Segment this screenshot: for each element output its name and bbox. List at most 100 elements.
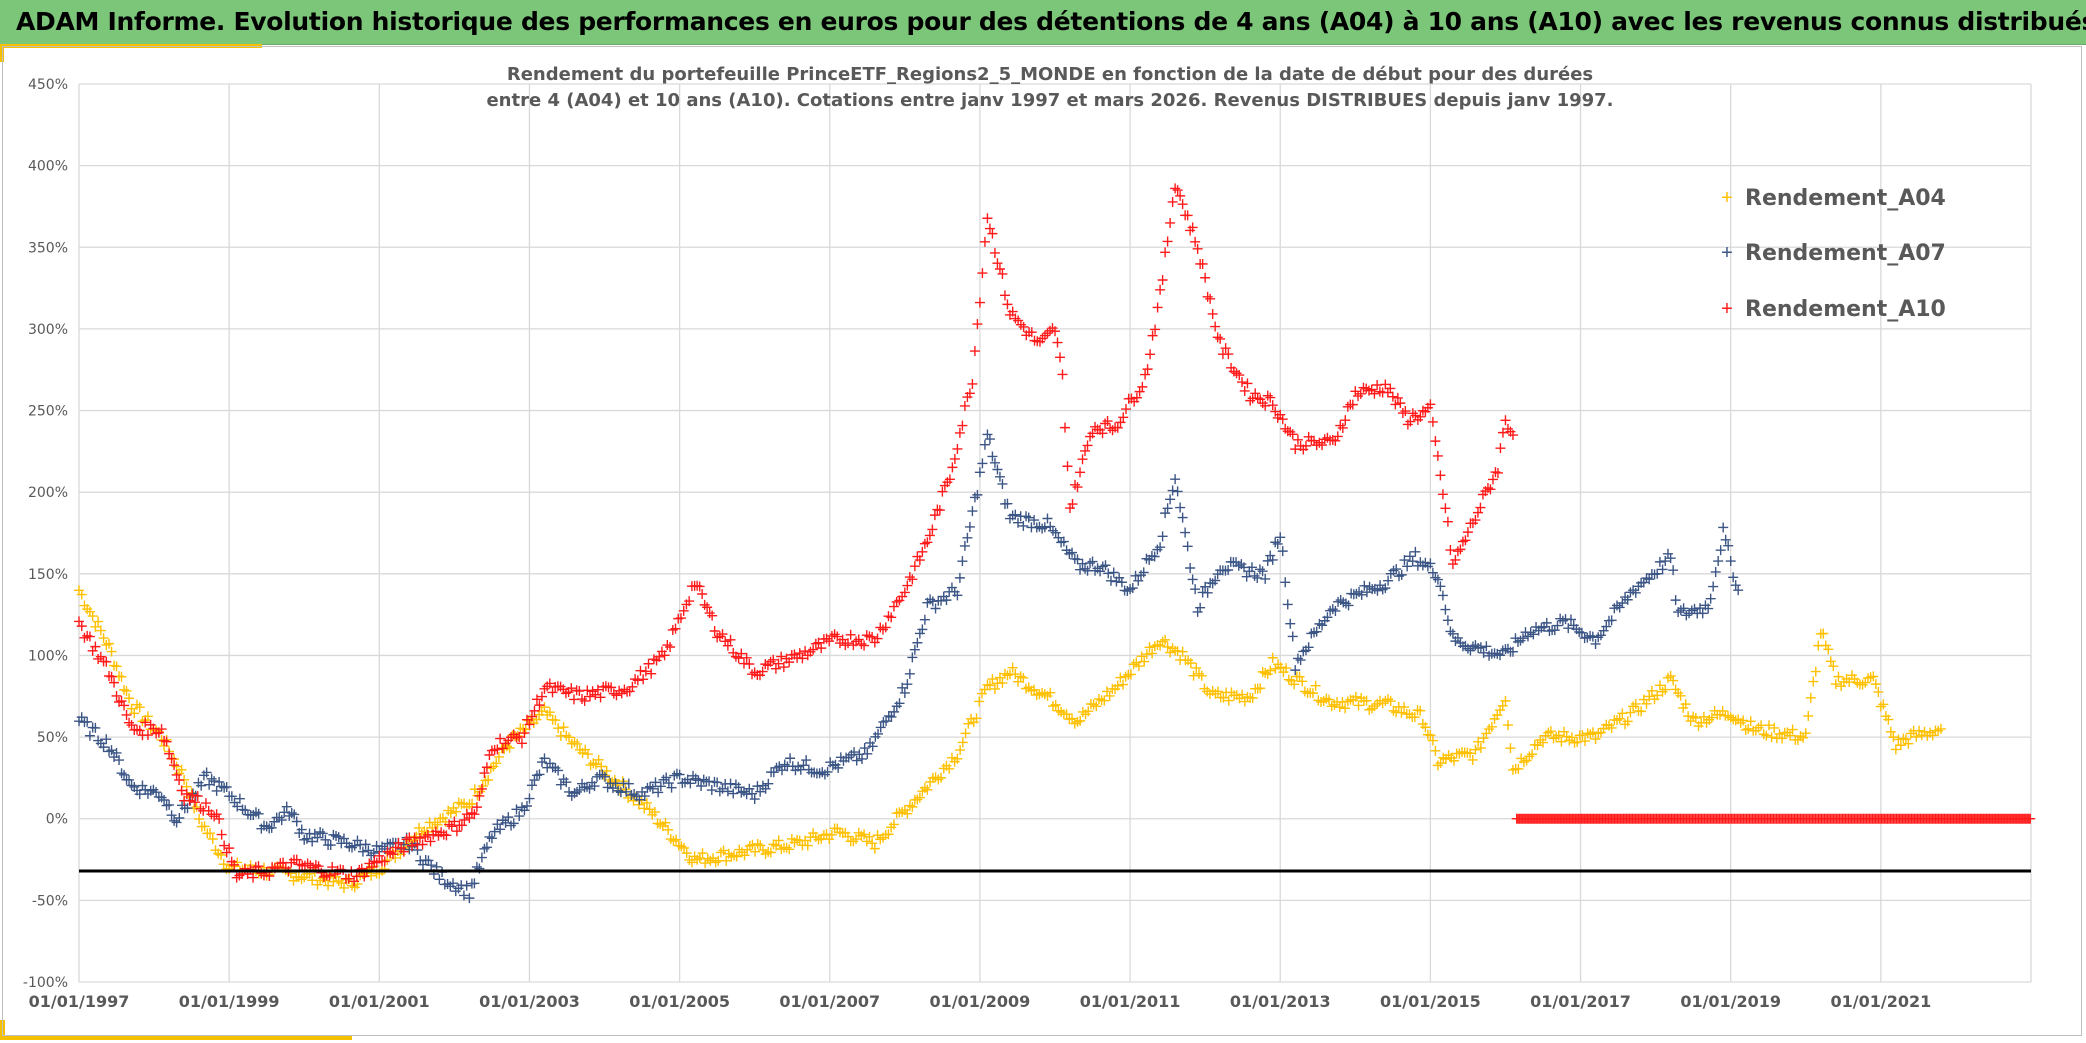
- marker-a07: [448, 878, 459, 889]
- marker-a10: [760, 659, 771, 670]
- marker-a10: [101, 656, 112, 667]
- marker-a10: [1442, 516, 1453, 527]
- marker-a07: [1155, 542, 1166, 553]
- marker-a07: [1103, 568, 1114, 579]
- marker-a10: [417, 839, 428, 850]
- marker-a10: [816, 643, 827, 654]
- marker-a07: [1282, 599, 1293, 610]
- marker-a04: [1045, 687, 1056, 698]
- marker-a04: [861, 836, 872, 847]
- marker-a07: [1287, 631, 1298, 642]
- marker-a10: [1374, 386, 1385, 397]
- marker-a10: [547, 687, 558, 698]
- marker-a04: [1795, 731, 1806, 742]
- marker-a04: [752, 838, 763, 849]
- marker-a07: [1590, 638, 1601, 649]
- marker-a04: [1329, 699, 1340, 710]
- marker-a10: [544, 678, 555, 689]
- marker-a07: [653, 787, 664, 798]
- marker-a10: [536, 691, 547, 702]
- marker-a07: [1270, 537, 1281, 548]
- marker-a10: [1270, 406, 1281, 417]
- marker-a07: [621, 786, 632, 797]
- marker-a04: [1167, 643, 1178, 654]
- marker-a04: [1636, 706, 1647, 717]
- marker-a10: [909, 561, 920, 572]
- marker-a07: [1277, 546, 1288, 557]
- marker-a10: [1342, 401, 1353, 412]
- marker-a10: [294, 859, 305, 870]
- marker-a07: [912, 637, 923, 648]
- marker-a10: [471, 802, 482, 813]
- marker-a07: [1116, 577, 1127, 588]
- marker-a10: [747, 669, 758, 680]
- marker-a04: [957, 737, 968, 748]
- marker-a04: [124, 693, 135, 704]
- marker-a07: [174, 812, 185, 823]
- marker-a07: [1280, 577, 1291, 588]
- marker-a07: [1617, 597, 1628, 608]
- marker-a04: [1652, 690, 1663, 701]
- marker-a07: [526, 780, 537, 791]
- marker-a04: [904, 800, 915, 811]
- marker-a10: [174, 775, 185, 786]
- marker-a04: [109, 660, 120, 671]
- marker-a07: [982, 429, 993, 440]
- marker-a10: [571, 685, 582, 696]
- marker-a10: [310, 860, 321, 871]
- marker-a04: [1361, 695, 1372, 706]
- marker-a10: [964, 388, 975, 399]
- marker-a07: [1108, 567, 1119, 578]
- marker-a10: [497, 743, 508, 754]
- marker-a07: [519, 805, 530, 816]
- marker-a04: [93, 616, 104, 627]
- marker-a10: [694, 581, 705, 592]
- marker-a07: [1728, 572, 1739, 583]
- marker-a10: [1300, 440, 1311, 451]
- marker-a07: [768, 767, 779, 778]
- marker-a07: [363, 845, 374, 856]
- marker-a10: [989, 247, 1000, 258]
- marker-a04: [989, 683, 1000, 694]
- marker-a07: [1125, 584, 1136, 595]
- marker-a10: [957, 420, 968, 431]
- marker-a10: [717, 629, 728, 640]
- marker-a07: [1440, 604, 1451, 615]
- marker-a07: [733, 782, 744, 793]
- marker-a10: [1097, 428, 1108, 439]
- marker-a10: [1330, 435, 1341, 446]
- marker-a04: [483, 774, 494, 785]
- marker-a04: [1660, 684, 1671, 695]
- marker-a07: [296, 824, 307, 835]
- marker-a07: [1311, 626, 1322, 637]
- marker-a10: [891, 596, 902, 607]
- marker-a07: [712, 777, 723, 788]
- marker-a10: [944, 474, 955, 485]
- marker-a10: [934, 505, 945, 516]
- marker-a10: [1145, 349, 1156, 360]
- marker-a04: [1654, 680, 1665, 691]
- marker-a07: [211, 785, 222, 796]
- marker-a04: [1015, 671, 1026, 682]
- marker-a07: [952, 590, 963, 601]
- marker-a10: [1212, 332, 1223, 343]
- marker-a10: [778, 662, 789, 673]
- marker-a10: [638, 674, 649, 685]
- marker-a07: [1495, 650, 1505, 661]
- y-tick-label: 200%: [28, 485, 68, 501]
- marker-a07: [1557, 615, 1568, 626]
- marker-a10: [670, 623, 681, 634]
- marker-a07: [599, 771, 610, 782]
- marker-a04: [1758, 729, 1769, 740]
- marker-a04: [98, 633, 109, 644]
- marker-a04: [888, 819, 899, 830]
- marker-a10: [1475, 502, 1486, 513]
- marker-a07: [1609, 603, 1620, 614]
- marker-a07: [967, 506, 978, 517]
- marker-a04: [955, 745, 966, 756]
- marker-a10: [770, 663, 781, 674]
- marker-a07: [312, 832, 323, 843]
- marker-a04: [1326, 701, 1337, 712]
- marker-a10: [967, 378, 978, 389]
- marker-a04: [101, 639, 112, 650]
